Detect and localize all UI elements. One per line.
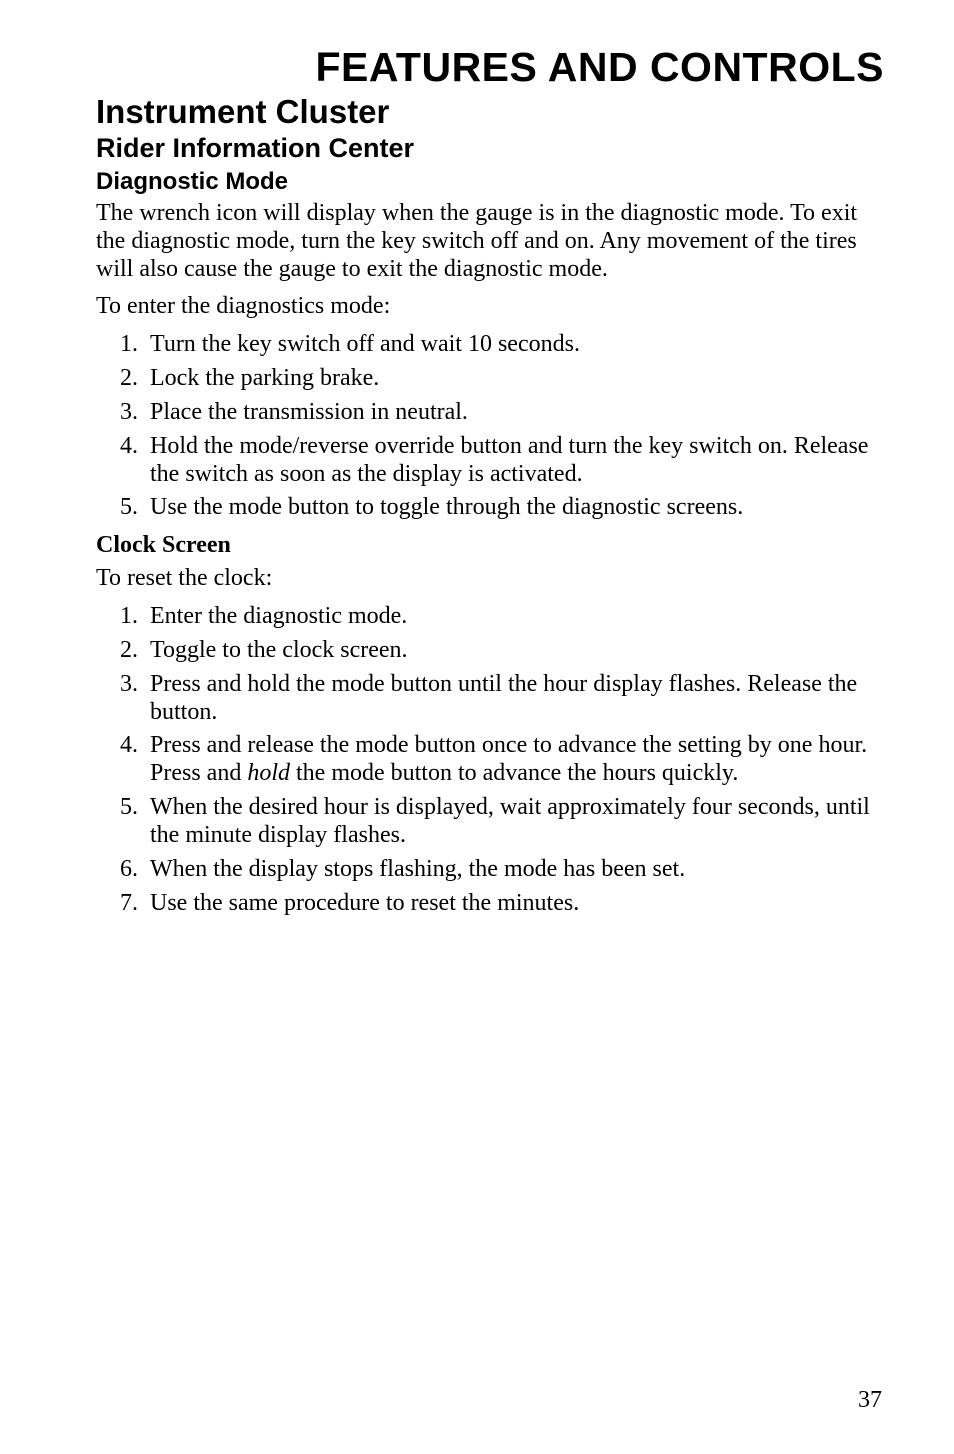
list-item: When the display stops flashing, the mod…: [144, 856, 884, 884]
paragraph-diagnostic-intro: The wrench icon will display when the ga…: [96, 200, 884, 283]
list-item: Place the transmission in neutral.: [144, 399, 884, 427]
list-item: Press and release the mode button once t…: [144, 732, 884, 788]
subsubsection-title: Diagnostic Mode: [96, 168, 884, 196]
section-title: Instrument Cluster: [96, 93, 884, 131]
list-item: Press and hold the mode button until the…: [144, 671, 884, 727]
paragraph-enter-diag: To enter the diagnostics mode:: [96, 293, 884, 321]
list-item: Lock the parking brake.: [144, 365, 884, 393]
paragraph-reset-clock: To reset the clock:: [96, 565, 884, 593]
italic-text: hold: [247, 760, 290, 786]
text: the mode button to advance the hours qui…: [290, 760, 738, 786]
list-item: Use the same procedure to reset the minu…: [144, 890, 884, 918]
list-item: Use the mode button to toggle through th…: [144, 494, 884, 522]
list-item: Hold the mode/reverse override button an…: [144, 433, 884, 489]
page-number: 37: [858, 1387, 882, 1414]
list-item: Turn the key switch off and wait 10 seco…: [144, 331, 884, 359]
chapter-title: FEATURES AND CONTROLS: [96, 44, 884, 91]
ordered-list-clock: Enter the diagnostic mode. Toggle to the…: [96, 603, 884, 917]
list-item: Toggle to the clock screen.: [144, 637, 884, 665]
list-item: When the desired hour is displayed, wait…: [144, 794, 884, 850]
list-item: Enter the diagnostic mode.: [144, 603, 884, 631]
subsection-title: Rider Information Center: [96, 133, 884, 164]
ordered-list-diagnostic: Turn the key switch off and wait 10 seco…: [96, 331, 884, 522]
page: FEATURES AND CONTROLS Instrument Cluster…: [0, 0, 954, 1454]
heading-clock-screen: Clock Screen: [96, 532, 884, 559]
